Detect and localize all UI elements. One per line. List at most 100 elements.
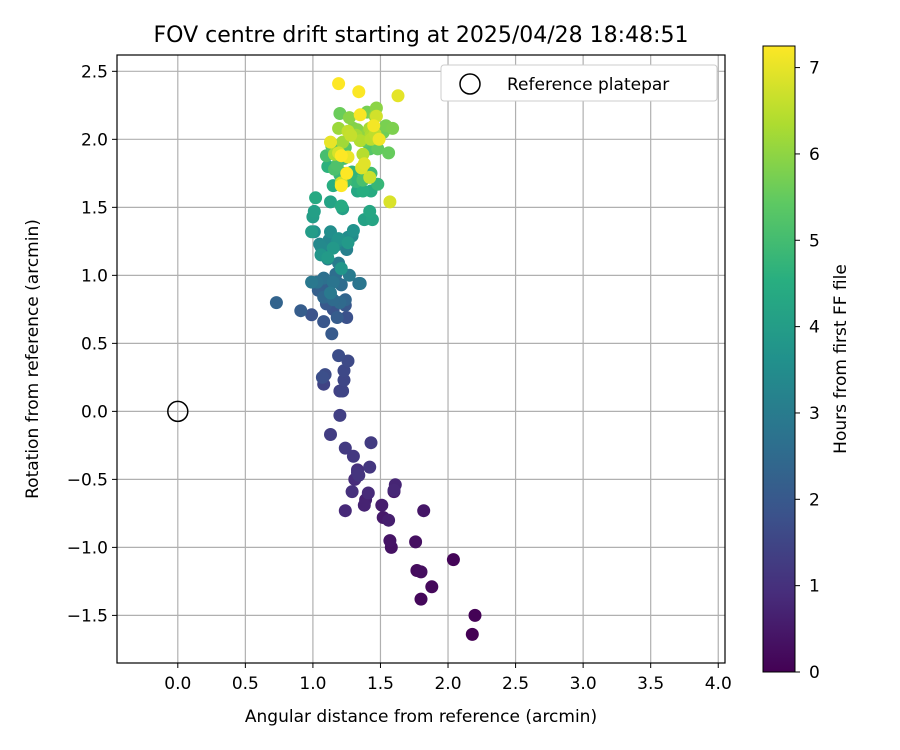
data-point [334,199,348,213]
data-point [337,373,351,387]
data-point [317,315,331,329]
data-point [305,275,319,289]
data-point [364,436,378,450]
colorbar-label: Hours from first FF file [831,264,851,454]
data-point [345,485,359,499]
data-point [330,311,344,324]
y-tick-label: 0.0 [81,402,108,422]
data-point [309,191,323,205]
data-point [386,121,400,135]
data-point [332,349,346,363]
data-point [326,241,340,255]
x-axis-label: Angular distance from reference (arcmin) [245,707,597,727]
data-point [315,370,329,384]
data-point [336,384,350,398]
data-point [382,513,396,527]
y-tick-label: 2.5 [81,62,108,82]
data-point [324,195,337,209]
x-tick-label: 3.5 [637,674,664,694]
data-point [340,311,354,324]
data-point [372,132,386,146]
data-point [375,498,389,512]
colorbar-tick-label: 0 [809,663,820,683]
reference-point-marker [167,400,189,423]
data-point [338,504,352,518]
data-point [340,166,354,180]
chart-title: FOV centre drift starting at 2025/04/28 … [154,23,689,48]
data-point [391,89,405,103]
data-point [417,504,431,518]
data-point [367,119,381,133]
plot-frame [116,54,726,664]
colorbar-tick-label: 2 [809,490,820,510]
legend-box [440,64,718,102]
x-tick-label: 0.0 [164,674,191,694]
data-point [409,535,423,549]
data-point [446,553,460,567]
colorbar-ticks: 0 1 2 3 4 5 6 7 [795,59,820,683]
y-tick-label: 1.0 [81,266,108,286]
x-axis-ticks: 0.0 0.5 1.0 1.5 2.0 2.5 3.0 3.5 4.0 [164,663,732,694]
data-point [324,286,337,300]
data-point [363,460,377,474]
data-point [307,204,321,218]
data-point [324,428,337,441]
data-points [167,77,482,641]
data-point [352,468,366,482]
data-point [353,134,367,148]
colorbar-tick-label: 5 [809,231,820,251]
colorbar-tick-label: 3 [809,404,820,424]
data-point [305,225,319,239]
y-tick-label: 0.5 [81,334,108,354]
data-point [269,296,283,310]
data-point [352,85,366,99]
data-point [425,580,439,594]
legend-marker-icon [459,73,481,95]
y-axis-label: Rotation from reference (arcmin) [23,219,43,499]
x-tick-label: 1.0 [299,674,326,694]
data-point [334,149,348,163]
colorbar-tick-label: 7 [809,59,820,79]
y-tick-label: 1.5 [81,198,108,218]
colorbar-tick-label: 4 [809,318,820,338]
y-tick-label: −1.5 [67,606,108,626]
data-point [383,534,397,548]
colorbar-gradient [762,45,796,673]
data-point [383,195,397,209]
data-point [356,147,370,161]
grid-lines [117,55,725,663]
x-tick-label: 0.5 [232,674,259,694]
data-point [357,498,371,512]
y-axis-ticks: −1.5 −1.0 −0.5 0.0 0.5 1.0 1.5 2.0 2.5 [67,62,117,626]
data-point [414,592,428,606]
data-point [357,157,371,171]
data-point [326,275,340,289]
data-point [363,204,377,218]
data-point [334,262,348,275]
data-point [294,304,308,318]
data-point [346,449,360,463]
data-point [382,146,396,160]
data-point [305,308,319,322]
data-point [353,277,367,290]
legend: Reference platepar [440,64,718,102]
data-point [363,170,377,184]
data-point [353,108,367,122]
x-tick-label: 2.0 [434,674,461,694]
data-point [361,486,375,500]
data-point [338,441,352,455]
colorbar: 0 1 2 3 4 5 6 7 Hours from first FF file [762,45,851,683]
colorbar-tick-label: 6 [809,145,820,165]
y-tick-label: −0.5 [67,470,108,490]
x-tick-label: 2.5 [502,674,529,694]
data-point [344,128,358,142]
data-point [341,354,355,368]
x-tick-label: 1.5 [367,674,394,694]
colorbar-tick-label: 1 [809,577,820,597]
data-point [341,236,355,250]
y-tick-label: −1.0 [67,538,108,558]
data-point [371,142,385,156]
data-point [342,111,356,125]
data-point [334,179,348,193]
